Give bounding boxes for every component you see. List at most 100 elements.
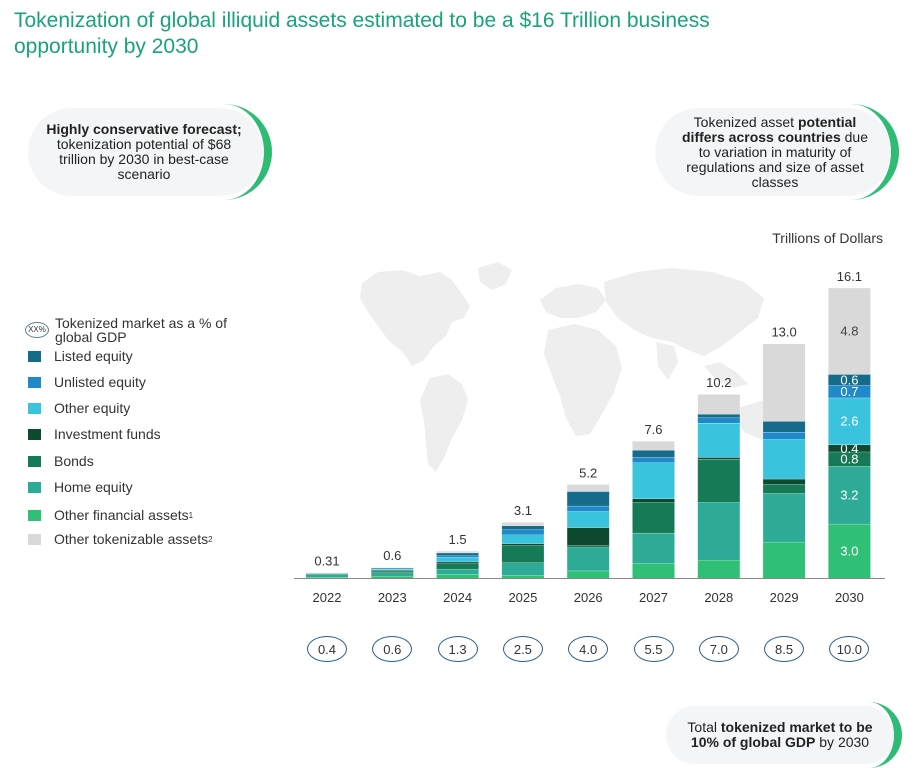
bar-segment-listed-equity-2029 [763, 421, 806, 433]
bar-segment-home-equity-2028 [697, 502, 740, 560]
bar-segment-other-financial-assets-2023 [371, 576, 414, 578]
callout-gdp-share: Total tokenized market to be 10% of glob… [666, 702, 902, 768]
bar-segment-other-financial-assets-2028 [697, 559, 740, 578]
legend-swatch [28, 402, 41, 414]
bar-segment-listed-equity-2024 [436, 552, 479, 556]
legend-item-listed-equity: Listed equity [28, 348, 133, 364]
bar-segment-investment-funds-2024 [436, 561, 479, 564]
map-europe [540, 284, 606, 318]
legend-label: Home equity [54, 479, 133, 495]
bar-segment-other-tokenizable-assets-2030 [828, 287, 871, 375]
callout-bottom-post: by 2030 [819, 734, 870, 750]
bar-segment-unlisted-equity-2024 [436, 555, 479, 558]
bar-total-label-2030: 16.1 [837, 269, 862, 284]
bar-segment-unlisted-equity-2025 [501, 529, 544, 535]
bar-segment-home-equity-2022 [306, 574, 348, 578]
legend-swatch [28, 455, 41, 467]
bar-segment-unlisted-equity-2028 [697, 417, 740, 424]
bar-segment-bonds-2028 [697, 459, 740, 503]
gdp-percent-pill-2030: 10.0 [829, 636, 870, 662]
bar-total-label-2023: 0.6 [383, 548, 401, 563]
bar-segment-listed-equity-2027 [632, 450, 675, 458]
callout-right-post: due to variation in maturity of regulati… [686, 128, 868, 190]
bar-segment-listed-equity-2028 [697, 414, 740, 418]
bar-segment-other-equity-2024 [436, 557, 479, 562]
bar-segment-investment-funds-2027 [632, 498, 675, 503]
bar-segment-investment-funds-2026 [567, 527, 610, 546]
bar-segment-home-equity-2030 [828, 466, 871, 524]
bar-total-label-2026: 5.2 [579, 465, 597, 480]
map-southeast-asia [704, 362, 748, 388]
bar-segment-home-equity-2025 [501, 562, 544, 576]
bar-total-label-2027: 7.6 [644, 422, 662, 437]
map-greenland [478, 262, 512, 290]
x-tick-label-2022: 2022 [313, 590, 342, 605]
legend-label: Other tokenizable assets [54, 531, 209, 547]
map-south-america [420, 374, 468, 472]
bar-segment-bonds-2022 [306, 573, 348, 575]
bar-segment-other-equity-2023 [371, 568, 414, 570]
map-north-america [360, 270, 470, 366]
bar-segment-bonds-2030 [828, 451, 871, 467]
callout-left-text: tokenization potential of $68 trillion b… [56, 136, 232, 182]
x-tick-label-2027: 2027 [639, 590, 668, 605]
segment-value-label: 0.7 [840, 384, 858, 399]
legend-label: Other equity [54, 400, 131, 416]
bar-segment-bonds-2027 [632, 502, 675, 533]
legend-label: Bonds [54, 453, 94, 469]
bar-segment-home-equity-2027 [632, 532, 675, 564]
segment-value-label: 3.2 [840, 488, 858, 503]
bar-segment-other-equity-2029 [763, 439, 806, 479]
bar-segment-other-equity-2026 [567, 511, 610, 528]
bar-segment-other-equity-2025 [501, 534, 544, 544]
callout-conservative-forecast: Highly conservative forecast; tokenizati… [28, 104, 272, 200]
bar-segment-other-equity-2030 [828, 397, 871, 445]
bar-segment-home-equity-2026 [567, 547, 610, 571]
bar-segment-investment-funds-2028 [697, 457, 740, 460]
x-tick-label-2029: 2029 [770, 590, 799, 605]
bar-segment-home-equity-2029 [763, 493, 806, 542]
bar-segment-unlisted-equity-2029 [763, 432, 806, 440]
legend-gdp-label: Tokenized market as a % of global GDP [55, 315, 227, 345]
bar-total-label-2029: 13.0 [771, 325, 796, 340]
chart-title: Tokenization of global illiquid assets e… [14, 9, 710, 58]
segment-value-label: 0.8 [840, 452, 858, 467]
bar-segment-listed-equity-2025 [501, 525, 544, 530]
legend-item-other-equity: Other equity [28, 400, 130, 416]
units-label: Trillions of Dollars [772, 230, 883, 246]
bar-segment-other-equity-2027 [632, 462, 675, 499]
callout-right-bold: potential differs across countries [682, 113, 857, 145]
bar-segment-listed-equity-2026 [567, 491, 610, 506]
x-tick-label-2026: 2026 [574, 590, 603, 605]
segment-value-label: 2.6 [840, 414, 858, 429]
bar-segment-home-equity-2024 [436, 568, 479, 575]
legend-item-home-equity: Home equity [28, 479, 133, 495]
gdp-percent-pill-2029: 8.5 [764, 636, 805, 662]
bar-segment-investment-funds-2023 [371, 569, 414, 571]
gdp-percent-pill-2027: 5.5 [633, 636, 674, 662]
x-axis: 2022 2023 2024 2025 2026 2027 2028 2029 2030 [294, 578, 885, 605]
gdp-percent-pill-2024: 1.3 [437, 636, 478, 662]
bar-segment-other-financial-assets-2025 [501, 575, 544, 578]
bar-total-label-2028: 10.2 [706, 375, 731, 390]
callout-right-pre: Tokenized asset [693, 113, 795, 130]
bar-segment-bonds-2023 [371, 570, 414, 573]
bar-segment-unlisted-equity-2026 [567, 505, 610, 512]
legend-label: Listed equity [54, 348, 133, 364]
bar-segment-home-equity-2023 [371, 572, 414, 577]
bar-segment-other-financial-assets-2026 [567, 570, 610, 578]
gdp-percent-pill-2023: 0.6 [372, 636, 413, 662]
map-africa [544, 324, 622, 436]
x-tick-label-2024: 2024 [443, 590, 472, 605]
bar-segment-other-tokenizable-assets-2025 [501, 522, 544, 526]
legend-swatch [28, 509, 41, 521]
legend-label: Unlisted equity [54, 374, 146, 390]
legend-item-bonds: Bonds [28, 453, 94, 469]
legend-swatch [28, 350, 41, 362]
world-map-background [360, 262, 794, 472]
bar-segment-other-tokenizable-assets-2028 [697, 394, 740, 415]
gdp-percent-pill-2025: 2.5 [502, 636, 543, 662]
bar-segment-unlisted-equity-2027 [632, 457, 675, 463]
bar-segment-other-financial-assets-2022 [306, 577, 348, 578]
bar-segment-bonds-2026 [567, 545, 610, 548]
